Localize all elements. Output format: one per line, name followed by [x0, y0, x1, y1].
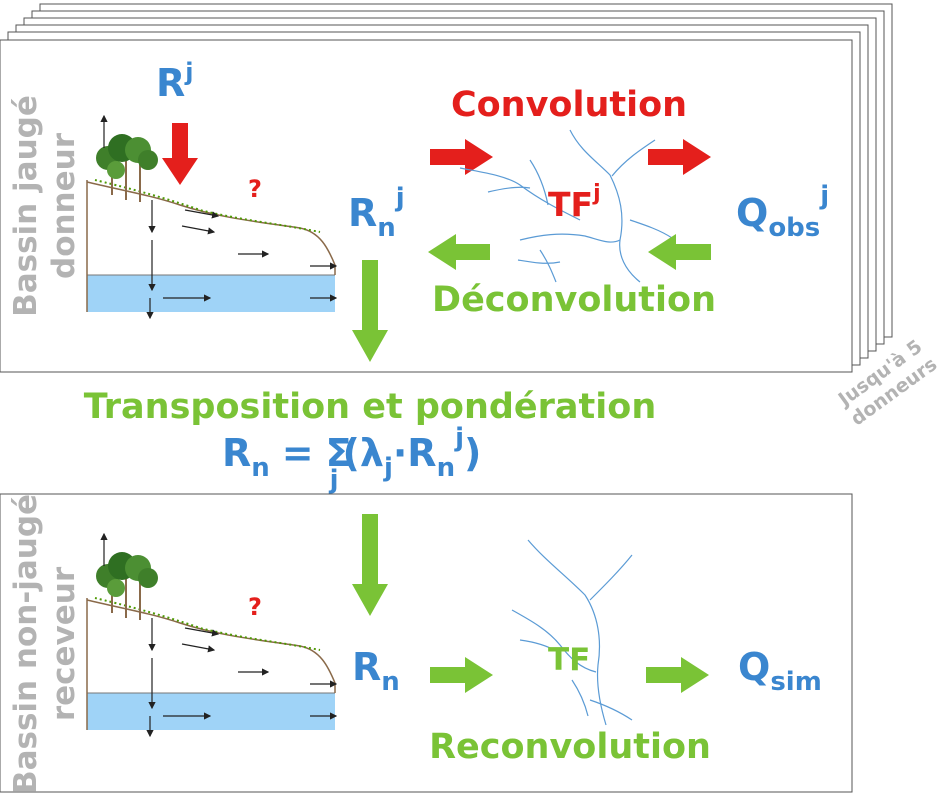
- top-hillslope-illustration: [86, 114, 338, 320]
- deconvolution-label: Déconvolution: [432, 280, 716, 320]
- convolution-arrow-in: [430, 139, 493, 175]
- bottom-river-network: [511, 539, 633, 726]
- bottom-discharge-symbol: Qsim: [738, 645, 822, 697]
- trees: [96, 134, 158, 202]
- groundwater-layer: [87, 275, 335, 312]
- reconvolution-arrow-out: [646, 657, 709, 693]
- top-panel-frame: [0, 39, 853, 373]
- top-side-label: Bassin jaugé donneur: [8, 95, 82, 317]
- reconvolution-arrow-in: [430, 657, 493, 693]
- bottom-question-mark: ?: [248, 593, 262, 621]
- transposition-arrow-down-top: [352, 260, 388, 362]
- top-side-label-line1: Bassin jaugé: [8, 95, 44, 317]
- bottom-trees: [96, 552, 158, 620]
- transposition-arrow-down-bottom: [352, 514, 388, 616]
- bottom-panel-frame: [0, 493, 853, 793]
- top-runoff-symbol: Rnj: [348, 183, 405, 243]
- reconvolution-label: Reconvolution: [429, 727, 711, 767]
- rain-arrow: [162, 123, 198, 185]
- bottom-side-label: Bassin non-jaugé receveur: [8, 494, 82, 794]
- bottom-groundwater-layer: [87, 693, 335, 730]
- bottom-panel: Bassin non-jaugé receveur: [0, 493, 853, 794]
- bottom-hillslope-illustration: [86, 532, 338, 738]
- rain-symbol: Rj: [156, 58, 194, 105]
- deconvolution-arrow-out: [428, 234, 490, 270]
- top-question-mark: ?: [248, 175, 262, 203]
- top-transfer-function: TFj: [548, 181, 601, 224]
- transposition-title: Transposition et pondération: [84, 387, 657, 427]
- bottom-side-label-line2: receveur: [46, 566, 82, 721]
- convolution-arrow-out: [648, 139, 711, 175]
- convolution-label: Convolution: [451, 85, 687, 125]
- top-panel: Bassin jaugé donneur: [0, 39, 853, 373]
- top-discharge-symbol: Qobsj: [736, 181, 829, 243]
- bottom-runoff-symbol: Rn: [352, 645, 400, 697]
- bottom-side-label-line1: Bassin non-jaugé: [8, 494, 44, 794]
- bottom-transfer-function: TF: [548, 642, 590, 678]
- deconvolution-arrow-in: [648, 234, 711, 270]
- top-river-network: [459, 129, 673, 283]
- top-side-label-line2: donneur: [46, 132, 82, 279]
